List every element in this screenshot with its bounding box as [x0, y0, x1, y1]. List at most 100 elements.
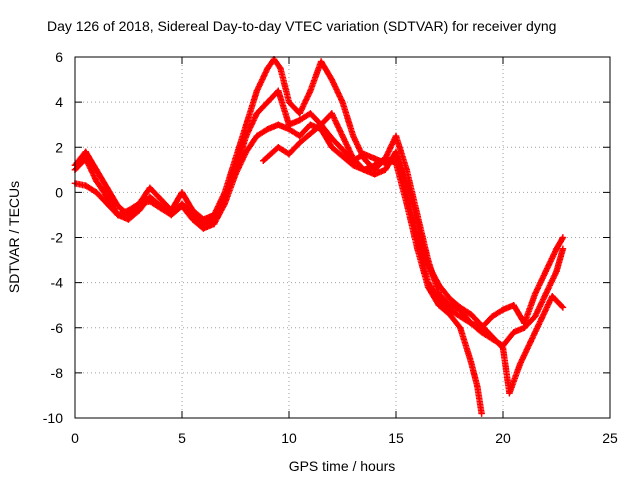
data-point	[414, 245, 421, 252]
data-point	[499, 306, 507, 313]
data-point	[424, 261, 432, 268]
data-point	[446, 311, 453, 318]
data-point	[296, 116, 303, 124]
data-point	[200, 225, 207, 232]
data-point	[446, 295, 453, 302]
series-track-4	[260, 121, 567, 397]
data-point	[93, 177, 100, 185]
data-point	[285, 98, 293, 106]
data-point	[253, 87, 261, 95]
axis-ticks: 0 5 10 15 20 25 -10 -8 -6 -4 -2 0 2 4 6	[43, 49, 618, 446]
data-point	[243, 148, 250, 155]
y-tick-label: -6	[51, 320, 64, 336]
x-tick-label: 25	[602, 430, 618, 446]
data-point	[232, 171, 239, 178]
data-point	[275, 144, 282, 151]
data-point	[474, 383, 481, 390]
data-point	[478, 410, 485, 417]
data-point	[275, 121, 282, 128]
data-point	[559, 234, 567, 241]
data-point	[328, 144, 335, 151]
data-point	[328, 110, 335, 117]
data-point	[457, 324, 464, 331]
data-point	[307, 130, 314, 137]
data-point	[264, 65, 271, 72]
data-point	[93, 189, 100, 196]
data-point	[243, 121, 250, 128]
data-point	[489, 313, 496, 320]
data-point	[307, 121, 314, 128]
data-point	[307, 110, 314, 117]
chart-title: Day 126 of 2018, Sidereal Day-to-day VTE…	[47, 18, 556, 34]
data-point	[339, 132, 346, 140]
data-point	[371, 171, 378, 178]
y-tick-label: -8	[51, 365, 64, 381]
data-point	[403, 166, 410, 174]
data-point	[467, 358, 475, 365]
y-tick-label: -2	[51, 230, 64, 246]
data-point	[178, 202, 186, 210]
x-tick-label: 15	[388, 430, 404, 446]
y-tick-label: -10	[43, 410, 63, 426]
data-point	[243, 132, 250, 140]
data-point	[178, 189, 186, 196]
data-point	[371, 155, 378, 162]
data-point	[467, 311, 475, 318]
data-point	[328, 135, 335, 142]
data-point	[403, 180, 410, 187]
data-point	[221, 200, 228, 207]
data-point	[553, 245, 560, 252]
data-point	[82, 182, 89, 189]
data-point	[435, 281, 442, 289]
data-point	[264, 126, 271, 133]
x-tick-label: 5	[178, 430, 186, 446]
data-point	[510, 329, 517, 336]
y-tick-label: 0	[55, 184, 63, 200]
data-point	[103, 200, 111, 207]
data-point	[339, 146, 346, 153]
data-point	[392, 153, 400, 160]
data-point	[125, 207, 132, 214]
data-point	[103, 184, 111, 192]
data-point	[296, 132, 303, 140]
data-point	[457, 304, 464, 311]
data-point	[285, 126, 293, 133]
data-point	[510, 301, 517, 309]
data-point	[538, 315, 545, 322]
data-point	[506, 389, 513, 397]
x-tick-label: 0	[71, 430, 79, 446]
data-point	[210, 220, 218, 228]
data-point	[559, 304, 567, 311]
data-point	[136, 200, 143, 207]
data-point	[350, 157, 357, 164]
data-point	[146, 198, 154, 205]
data-point	[189, 216, 196, 223]
data-point	[467, 320, 475, 327]
x-axis-label: GPS time / hours	[289, 458, 396, 474]
data-point	[521, 324, 528, 331]
data-point	[360, 150, 368, 158]
data-point	[553, 268, 560, 275]
data-point	[435, 301, 442, 309]
data-point	[296, 139, 303, 146]
data-points	[71, 56, 567, 417]
data-point	[382, 159, 389, 167]
data-point	[527, 338, 535, 345]
data-point	[549, 292, 556, 300]
data-point	[339, 98, 346, 106]
y-tick-label: 6	[55, 49, 63, 65]
data-point	[531, 313, 539, 320]
data-point	[277, 65, 284, 72]
x-tick-label: 10	[281, 430, 297, 446]
data-point	[559, 245, 567, 252]
data-point	[542, 268, 549, 275]
data-point	[424, 283, 432, 291]
data-point	[542, 290, 549, 298]
data-point	[392, 132, 400, 140]
data-point	[264, 98, 271, 106]
data-point	[360, 166, 368, 174]
data-point	[339, 153, 346, 160]
y-tick-label: 4	[55, 94, 63, 110]
